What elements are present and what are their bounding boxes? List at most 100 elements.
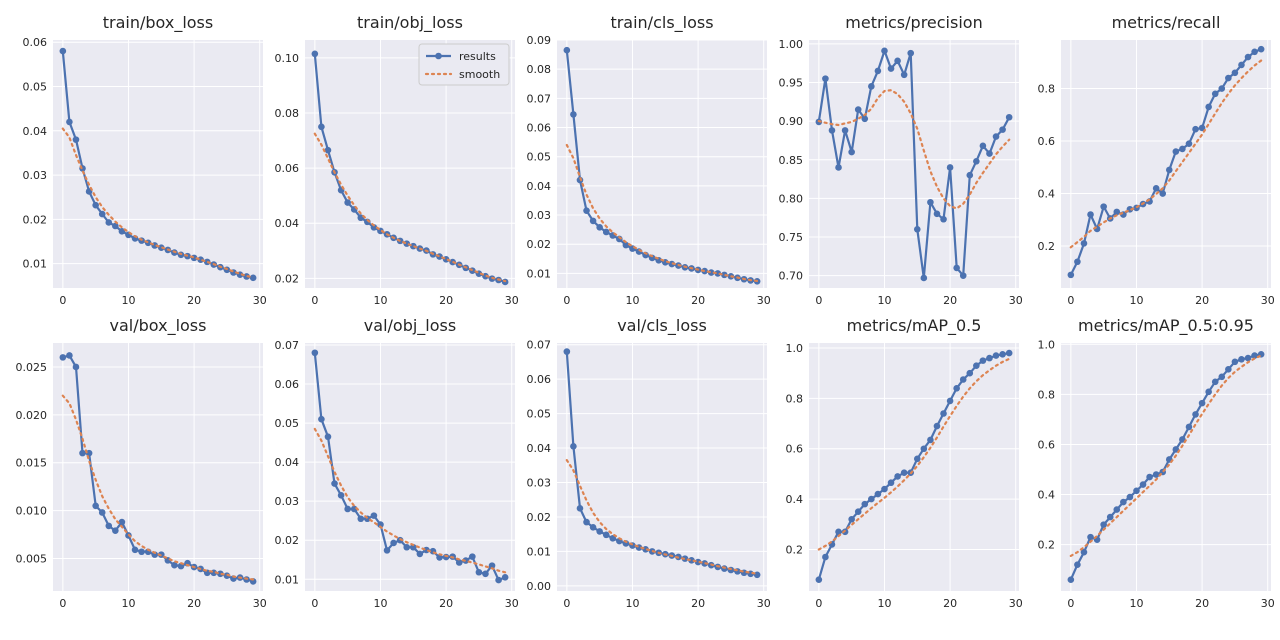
results-point bbox=[881, 485, 888, 493]
panel-title: metrics/mAP_0.5 bbox=[847, 316, 982, 336]
x-tick-label: 0 bbox=[563, 597, 570, 610]
results-point bbox=[112, 527, 119, 534]
results-point bbox=[563, 348, 571, 355]
x-tick-label: 0 bbox=[815, 294, 822, 307]
y-tick-label: 0.08 bbox=[527, 63, 552, 76]
results-point bbox=[331, 480, 338, 487]
results-point bbox=[973, 157, 980, 165]
x-tick-label: 10 bbox=[373, 294, 387, 307]
panel-title: train/cls_loss bbox=[610, 13, 713, 33]
y-tick-label: 0.03 bbox=[527, 477, 552, 490]
results-point bbox=[1238, 61, 1245, 69]
results-point bbox=[1211, 378, 1219, 386]
results-point bbox=[1106, 513, 1114, 521]
results-point bbox=[927, 436, 934, 444]
results-point bbox=[913, 455, 921, 463]
results-point bbox=[854, 106, 862, 113]
panel-metrics-recall: 0 10 20 30 0.2 0.4 0.6 0.8 metrics/recall bbox=[1038, 13, 1275, 307]
x-tick-label: 20 bbox=[943, 294, 957, 307]
smooth-line bbox=[1069, 59, 1263, 249]
x-tick-label: 10 bbox=[1129, 597, 1143, 610]
results-point bbox=[1244, 53, 1252, 61]
x-tick-label: 30 bbox=[757, 597, 771, 610]
results-point bbox=[992, 352, 1000, 359]
results-point bbox=[861, 115, 869, 123]
panel-metrics-map-0-5: 0 10 20 30 0.2 0.4 0.6 0.8 1.0 metrics/mAP_0.5 bbox=[786, 316, 1023, 610]
results-point bbox=[913, 225, 921, 233]
results-point bbox=[1067, 576, 1075, 584]
y-tick-label: 0.06 bbox=[23, 36, 48, 49]
y-tick-label: 0.015 bbox=[16, 457, 48, 470]
results-point bbox=[79, 449, 86, 457]
plot-area bbox=[1061, 40, 1271, 288]
y-tick-label: 0.025 bbox=[16, 361, 48, 374]
results-point bbox=[1074, 561, 1081, 568]
results-point bbox=[105, 522, 113, 530]
y-tick-label: 0.90 bbox=[779, 115, 804, 128]
x-tick-label: 30 bbox=[1261, 294, 1275, 307]
results-point bbox=[1100, 203, 1107, 210]
panel-train-box-loss: 0 10 20 30 0.01 0.02 0.03 0.04 0.05 0.06 train/box… bbox=[23, 13, 267, 307]
y-tick-label: 0.04 bbox=[275, 217, 300, 230]
y-tick-label: 0.08 bbox=[275, 107, 300, 120]
panel-title: val/box_loss bbox=[110, 316, 207, 336]
y-tick-label: 0.04 bbox=[275, 456, 300, 469]
results-point bbox=[753, 571, 761, 579]
x-tick-label: 20 bbox=[439, 294, 453, 307]
panel-title: train/box_loss bbox=[103, 13, 213, 33]
results-point bbox=[1198, 124, 1206, 132]
results-point bbox=[900, 71, 908, 79]
legend-smooth-label: smooth bbox=[459, 68, 500, 81]
y-tick-label: 0.07 bbox=[527, 92, 552, 105]
panel-val-box-loss: 0 10 20 30 0.005 0.010 0.015 0.020 0.025 val/box_… bbox=[16, 316, 267, 610]
x-tick-label: 10 bbox=[877, 597, 891, 610]
results-point bbox=[390, 539, 397, 547]
x-tick-label: 10 bbox=[625, 597, 639, 610]
y-tick-label: 0.01 bbox=[527, 545, 552, 558]
results-point bbox=[973, 362, 980, 369]
x-tick-label: 20 bbox=[187, 597, 201, 610]
results-point bbox=[1165, 166, 1173, 174]
plot-area bbox=[53, 40, 263, 288]
results-point bbox=[848, 148, 855, 156]
y-tick-label: 0.02 bbox=[275, 272, 300, 285]
results-point bbox=[920, 274, 928, 282]
y-tick-label: 0.4 bbox=[1038, 188, 1056, 201]
y-tick-label: 0.04 bbox=[527, 180, 552, 193]
legend-results-marker bbox=[435, 52, 442, 60]
results-point bbox=[1218, 85, 1226, 92]
results-point bbox=[822, 75, 829, 82]
y-tick-label: 0.95 bbox=[779, 76, 804, 89]
results-point bbox=[841, 127, 849, 134]
results-point bbox=[92, 201, 99, 209]
results-point bbox=[1100, 521, 1107, 528]
y-tick-label: 0.6 bbox=[786, 443, 804, 456]
results-point bbox=[409, 543, 417, 551]
results-point bbox=[854, 508, 862, 515]
results-point bbox=[835, 164, 842, 171]
results-point bbox=[688, 557, 695, 564]
results-point bbox=[59, 354, 67, 361]
results-point bbox=[940, 215, 947, 223]
x-tick-label: 10 bbox=[625, 294, 639, 307]
results-point bbox=[966, 171, 974, 179]
results-point bbox=[1159, 190, 1167, 197]
results-point bbox=[1074, 258, 1081, 266]
panel-title: train/obj_loss bbox=[357, 13, 463, 33]
results-point bbox=[953, 385, 960, 392]
results-point bbox=[668, 260, 676, 268]
results-point bbox=[1126, 493, 1134, 501]
panel-val-obj-loss: 0 10 20 30 0.01 0.02 0.03 0.04 0.05 0.06 0.07 val/o… bbox=[275, 316, 519, 610]
panel-metrics-precision: 0 10 20 30 0.70 0.75 0.80 0.85 0.90 0.95 1.00 metri… bbox=[779, 13, 1023, 307]
results-point bbox=[861, 500, 869, 508]
results-point bbox=[59, 47, 67, 55]
smooth-line bbox=[313, 132, 507, 283]
results-point bbox=[1205, 103, 1212, 111]
results-point bbox=[1257, 45, 1265, 53]
y-tick-label: 0.02 bbox=[275, 534, 300, 547]
results-point bbox=[311, 50, 319, 58]
results-point bbox=[602, 228, 610, 236]
results-point bbox=[1152, 471, 1160, 478]
y-tick-label: 0.8 bbox=[1038, 388, 1056, 401]
results-point bbox=[98, 210, 106, 218]
